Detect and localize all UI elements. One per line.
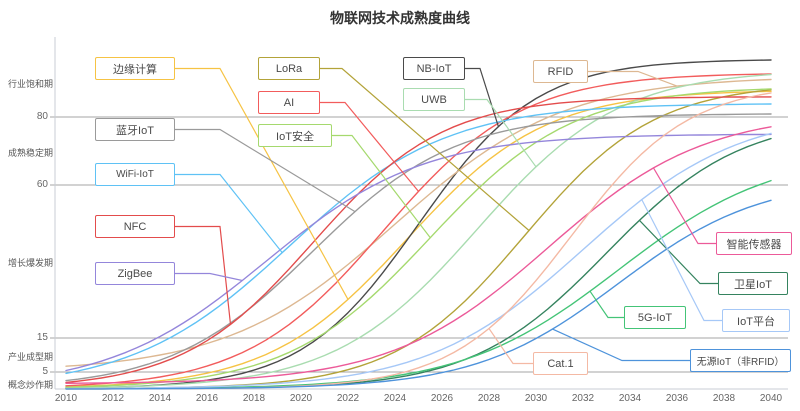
series-label-text: Cat.1: [547, 357, 574, 370]
series-label-text: IoT安全: [276, 130, 314, 143]
series-curve-uwb: [65, 73, 772, 389]
series-label-box-nb-iot: NB-IoT: [403, 57, 465, 80]
series-label-box-uwb: UWB: [403, 88, 465, 111]
series-label-text: 5G-IoT: [637, 311, 673, 324]
leader-line-wifi-iot: [175, 173, 283, 253]
x-tick-label: 2030: [524, 393, 548, 404]
series-label-text: IoT平台: [737, 315, 775, 328]
x-tick-label: 2012: [101, 393, 125, 404]
series-label-text: RFID: [547, 65, 574, 78]
leader-line-iot-platform: [641, 199, 722, 322]
series-label-box-passive-iot: 无源IoT（非RFID）: [690, 349, 791, 372]
x-tick-label: 2016: [195, 393, 219, 404]
series-label-box-cat1: Cat.1: [533, 352, 588, 375]
series-label-box-nfc: NFC: [95, 215, 175, 238]
leader-line-iot-security: [332, 134, 431, 239]
chart-title: 物联网技术成熟度曲线: [330, 10, 470, 26]
stage-label: 成熟稳定期: [8, 148, 54, 159]
leader-line-ai: [320, 101, 419, 192]
leader-line-rfid: [588, 70, 678, 87]
series-label-text: UWB: [421, 93, 447, 106]
leader-line-passive-iot: [552, 328, 690, 362]
leader-line-nfc: [175, 225, 232, 325]
series-label-box-zigbee: ZigBee: [95, 262, 175, 285]
y-tick-label: 60: [36, 179, 48, 190]
series-label-box-rfid: RFID: [533, 60, 588, 83]
leader-line-bluetooth-iot: [175, 128, 356, 213]
leader-line-lora: [320, 67, 530, 231]
stage-label: 概念炒作期: [8, 379, 54, 390]
series-label-text: NFC: [123, 220, 147, 233]
series-label-text: 无源IoT（非RFID）: [696, 357, 785, 368]
series-label-text: ZigBee: [117, 267, 153, 280]
leader-line-satellite-iot: [638, 219, 718, 285]
series-curve-iot-platform: [65, 132, 772, 390]
stage-label: 增长爆发期: [8, 257, 54, 268]
x-tick-label: 2034: [618, 393, 642, 404]
series-label-box-edge-computing: 边缘计算: [95, 57, 175, 80]
series-curve-iot-security: [65, 88, 772, 388]
series-curve-nb-iot: [65, 59, 772, 389]
series-label-text: WiFi-IoT: [116, 169, 154, 180]
series-curve-zigbee: [65, 133, 772, 372]
series-label-text: 卫星IoT: [734, 278, 772, 291]
series-label-box-satellite-iot: 卫星IoT: [718, 272, 788, 295]
series-label-text: LoRa: [275, 62, 303, 75]
series-label-box-wifi-iot: WiFi-IoT: [95, 163, 175, 186]
leader-line-nb-iot: [465, 67, 499, 127]
series-curve-bluetooth-iot: [65, 113, 772, 382]
x-tick-label: 2028: [477, 393, 501, 404]
series-curve-passive-iot: [65, 199, 772, 390]
x-tick-label: 2032: [571, 393, 595, 404]
x-tick-label: 2024: [383, 393, 407, 404]
series-label-text: NB-IoT: [416, 62, 452, 75]
series-curve-wifi-iot: [65, 103, 772, 375]
x-tick-label: 2010: [54, 393, 78, 404]
x-tick-label: 2036: [665, 393, 689, 404]
series-curve-nfc: [65, 96, 772, 384]
series-label-text: 蓝牙IoT: [116, 124, 154, 137]
x-tick-label: 2014: [148, 393, 172, 404]
leader-line-5g-iot: [589, 290, 624, 319]
series-label-text: 智能传感器: [726, 238, 782, 251]
leader-line-smart-sensor: [652, 167, 716, 245]
stage-label: 产业成型期: [8, 352, 54, 363]
y-tick-label: 80: [36, 111, 48, 122]
series-label-box-5g-iot: 5G-IoT: [624, 306, 686, 329]
y-tick-label: 15: [36, 332, 48, 343]
leader-line-cat1: [488, 328, 533, 365]
leader-line-edge-computing: [175, 67, 349, 300]
x-tick-label: 2038: [712, 393, 736, 404]
x-tick-label: 2040: [759, 393, 783, 404]
stage-label: 行业饱和期: [8, 79, 54, 89]
series-label-box-ai: AI: [258, 91, 320, 114]
series-label-text: 边缘计算: [113, 63, 157, 76]
leader-line-uwb: [465, 98, 537, 168]
series-label-box-iot-platform: IoT平台: [722, 309, 790, 332]
leader-line-zigbee: [175, 272, 243, 282]
x-tick-label: 2018: [242, 393, 266, 404]
x-tick-label: 2022: [336, 393, 360, 404]
x-tick-label: 2020: [289, 393, 313, 404]
series-label-text: AI: [283, 96, 295, 109]
series-label-box-bluetooth-iot: 蓝牙IoT: [95, 118, 175, 141]
series-label-box-smart-sensor: 智能传感器: [716, 232, 792, 255]
series-label-box-iot-security: IoT安全: [258, 124, 332, 147]
y-tick-label: 5: [42, 366, 48, 377]
x-tick-label: 2026: [430, 393, 454, 404]
series-label-box-lora: LoRa: [258, 57, 320, 80]
